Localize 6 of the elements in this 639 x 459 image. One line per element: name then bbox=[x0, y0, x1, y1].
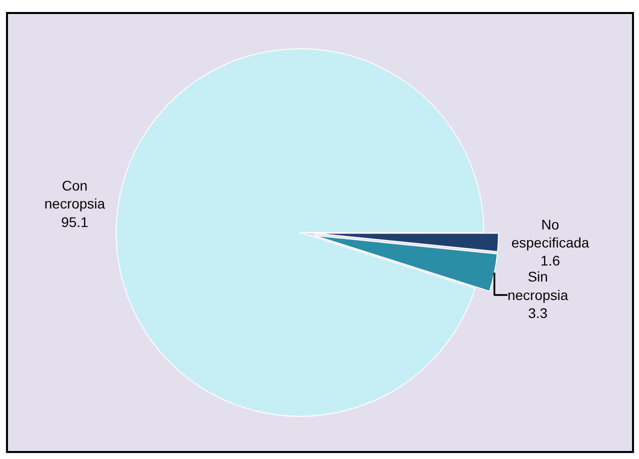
slice-label: Con necropsia bbox=[44, 178, 106, 212]
slice-label: Sin necropsia bbox=[507, 268, 568, 303]
data-label: 3.3 bbox=[528, 305, 548, 322]
data-label: 1.6 bbox=[540, 252, 560, 269]
data-label: 95.1 bbox=[61, 214, 89, 230]
slice-label: No especificada bbox=[511, 216, 590, 251]
